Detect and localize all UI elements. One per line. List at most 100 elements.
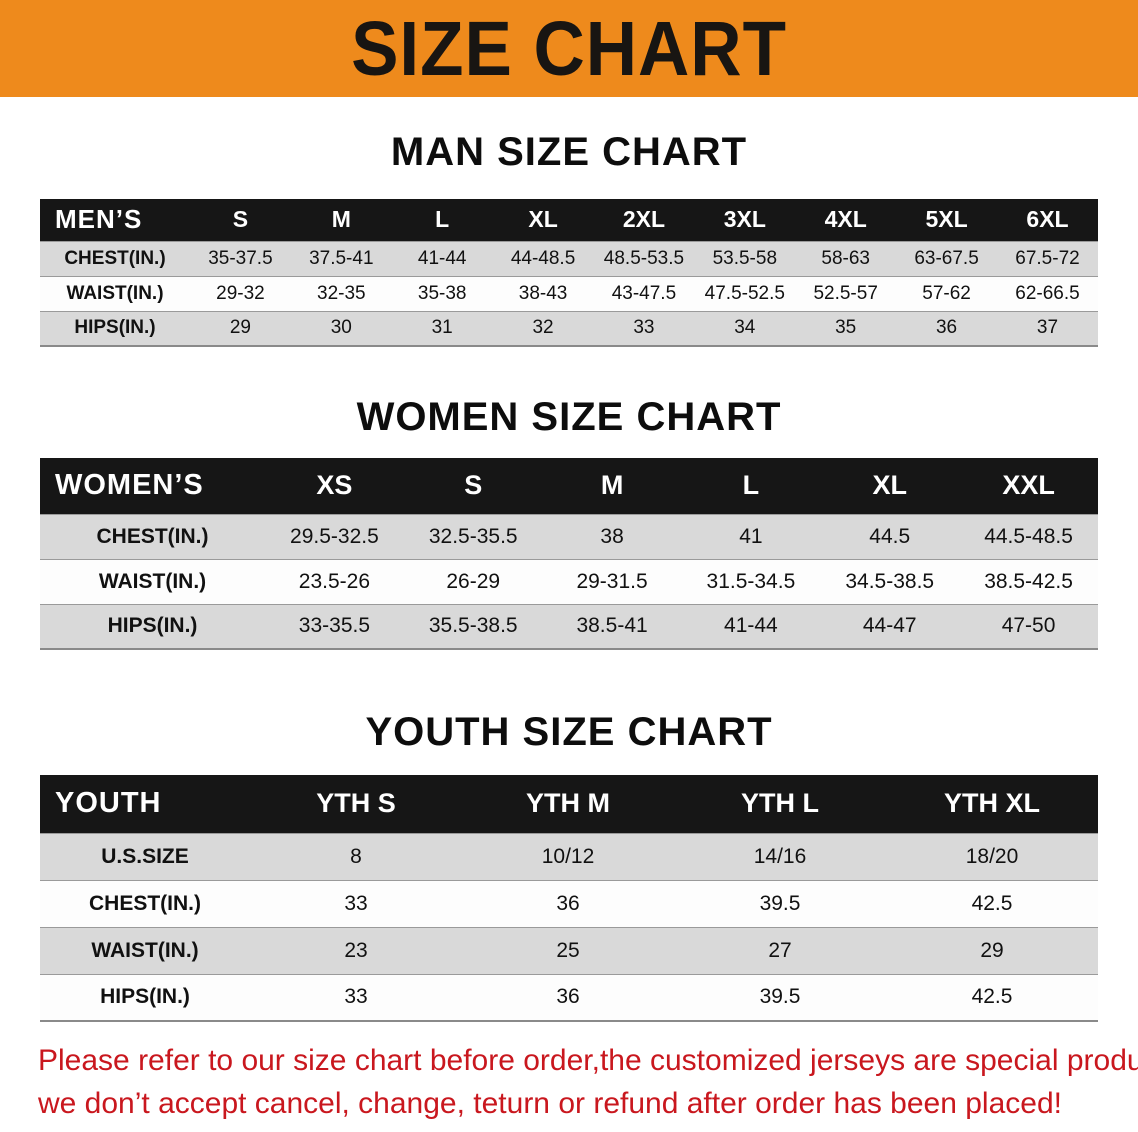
measurement-cell: 10/12 (541, 844, 595, 868)
table-row: CHEST(IN.) 29.5-32.5 32.5-35.5 38 41 44.5 44.5… (40, 514, 1098, 559)
size-header-cell: L (742, 470, 760, 501)
row-label-cell: HIPS(IN.) (100, 985, 190, 1009)
row-label-cell: CHEST(IN.) (89, 891, 201, 915)
man-size-chart-title: MAN SIZE CHART (390, 130, 748, 174)
size-header-cell: 6XL (1026, 206, 1069, 233)
row-label-cell: CHEST(IN.) (96, 524, 209, 548)
measurement-cell: 44-48.5 (510, 247, 576, 269)
measurement-cell: 23 (344, 938, 368, 962)
measurement-cell: 38 (600, 524, 624, 548)
size-header-cell: M (600, 470, 624, 501)
measurement-cell: 41-44 (724, 614, 778, 638)
table-row: CHEST(IN.) 33 36 39.5 42.5 (40, 880, 1098, 927)
table-row: WAIST(IN.) 23 25 27 29 (40, 927, 1098, 974)
row-label-cell: HIPS(IN.) (107, 614, 198, 638)
table-row: HIPS(IN.) 29 30 31 32 33 34 35 36 37 (40, 311, 1098, 346)
women-size-table: WOMEN’S XS S M L XL XXL CHEST(IN.) 29.5-32.5 32.5… (40, 458, 1098, 650)
measurement-cell: 38-43 (518, 282, 568, 304)
measurement-cell: 42.5 (971, 891, 1013, 915)
measurement-cell: 29 (980, 938, 1004, 962)
table-title-cell: WOMEN’S (55, 469, 204, 502)
measurement-cell: 38.5-42.5 (984, 569, 1073, 593)
size-header-cell: L (435, 206, 450, 233)
measurement-cell: 33 (633, 317, 655, 339)
table-header-row: WOMEN’S XS S M L XL XXL (40, 458, 1098, 514)
table-row: WAIST(IN.) 23.5-26 26-29 29-31.5 31.5-34.5 34… (40, 559, 1098, 604)
size-header-cell: 4XL (824, 206, 867, 233)
measurement-cell: 32.5-35.5 (428, 524, 518, 548)
notice-line-2: we don’t accept cancel, change, teturn o… (38, 1086, 1062, 1120)
measurement-cell: 67.5-72 (1015, 247, 1080, 269)
size-header-cell: YTH XL (943, 788, 1040, 819)
size-header-cell: S (232, 206, 249, 233)
measurement-cell: 14/16 (753, 844, 807, 868)
man-size-table: MEN’S S M L XL 2XL 3XL 4XL 5XL 6XL CHEST(IN.) 35-37… (40, 199, 1098, 347)
table-title-cell: MEN’S (55, 204, 143, 235)
row-label-cell: WAIST(IN.) (66, 282, 164, 304)
youth-size-chart-section: YOUTH SIZE CHART YOUTH YTH S YTH M YTH L YTH… (0, 710, 1138, 1022)
size-header-cell: YTH S (316, 788, 396, 819)
women-size-chart-title: WOMEN SIZE CHART (356, 395, 782, 439)
measurement-cell: 39.5 (759, 891, 801, 915)
table-row: HIPS(IN.) 33 36 39.5 42.5 (40, 974, 1098, 1021)
measurement-cell: 37.5-41 (309, 247, 374, 269)
measurement-cell: 35-37.5 (208, 247, 273, 269)
measurement-cell: 62-66.5 (1015, 282, 1080, 304)
size-header-cell: XXL (1002, 470, 1055, 501)
measurement-cell: 35 (835, 317, 857, 339)
table-header-row: YOUTH YTH S YTH M YTH L YTH XL (40, 775, 1098, 833)
measurement-cell: 8 (350, 844, 362, 868)
size-header-cell: XL (528, 206, 558, 233)
measurement-cell: 63-67.5 (914, 247, 979, 269)
measurement-cell: 35-38 (417, 282, 467, 304)
women-size-chart-section: WOMEN SIZE CHART WOMEN’S XS S M L XL XXL CHEST(… (0, 395, 1138, 650)
row-label-cell: U.S.SIZE (101, 844, 189, 868)
measurement-cell: 58-63 (821, 247, 870, 269)
size-header-cell: YTH L (741, 788, 819, 819)
measurement-cell: 37 (1036, 317, 1059, 339)
measurement-cell: 34 (734, 317, 756, 339)
youth-size-chart-title: YOUTH SIZE CHART (365, 710, 773, 754)
order-notice: Please refer to our size chart before or… (38, 1040, 1138, 1125)
measurement-cell: 31.5-34.5 (706, 569, 796, 593)
row-label-cell: WAIST(IN.) (98, 569, 207, 593)
size-header-cell: XL (872, 470, 907, 501)
measurement-cell: 27 (768, 938, 792, 962)
measurement-cell: 47.5-52.5 (704, 282, 785, 304)
row-label-cell: WAIST(IN.) (91, 938, 199, 962)
measurement-cell: 33 (344, 985, 368, 1009)
measurement-cell: 32-35 (317, 282, 366, 304)
measurement-cell: 26-29 (446, 569, 501, 593)
measurement-cell: 44.5 (869, 524, 911, 548)
measurement-cell: 47-50 (1001, 614, 1056, 638)
notice-line-1: Please refer to our size chart before or… (38, 1044, 1138, 1077)
measurement-cell: 33-35.5 (298, 614, 371, 638)
measurement-cell: 36 (556, 985, 580, 1009)
measurement-cell: 30 (330, 317, 352, 339)
measurement-cell: 48.5-53.5 (603, 247, 685, 269)
man-size-chart-section: MAN SIZE CHART MEN’S S M L XL 2XL 3XL 4XL 5XL 6XL… (0, 130, 1138, 347)
size-header-cell: 3XL (723, 206, 766, 233)
measurement-cell: 29 (229, 317, 251, 339)
row-label-cell: CHEST(IN.) (64, 247, 166, 269)
measurement-cell: 33 (344, 891, 368, 915)
measurement-cell: 23.5-26 (298, 569, 371, 593)
table-title-cell: YOUTH (55, 787, 162, 820)
size-header-cell: 2XL (622, 206, 666, 233)
measurement-cell: 35.5-38.5 (428, 614, 518, 638)
measurement-cell: 25 (556, 938, 580, 962)
measurement-cell: 44-47 (862, 614, 917, 638)
measurement-cell: 53.5-58 (712, 247, 778, 269)
measurement-cell: 44.5-48.5 (984, 524, 1073, 548)
measurement-cell: 34.5-38.5 (845, 569, 935, 593)
table-header-row: MEN’S S M L XL 2XL 3XL 4XL 5XL 6XL (40, 199, 1098, 241)
banner: SIZE CHART (0, 0, 1138, 97)
measurement-cell: 29-31.5 (576, 569, 648, 593)
youth-size-table: YOUTH YTH S YTH M YTH L YTH XL U.S.SIZE 8 10/12… (40, 775, 1098, 1022)
measurement-cell: 31 (431, 317, 453, 339)
measurement-cell: 43-47.5 (611, 282, 677, 304)
table-row: CHEST(IN.) 35-37.5 37.5-41 41-44 44-48.5 48.5… (40, 241, 1098, 276)
measurement-cell: 36 (556, 891, 580, 915)
size-header-cell: 5XL (925, 206, 968, 233)
